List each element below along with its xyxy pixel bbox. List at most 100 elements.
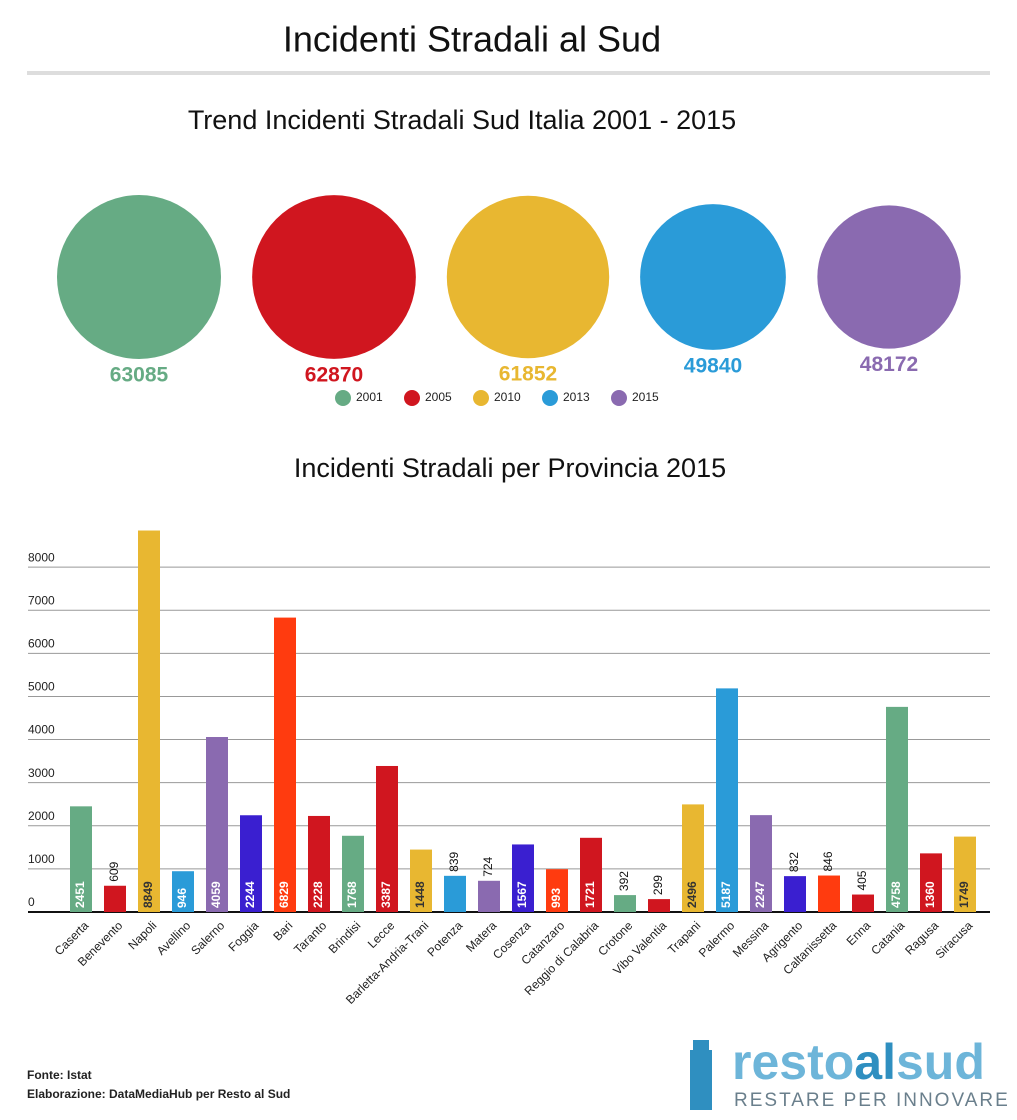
x-tick-label: Bari bbox=[270, 918, 295, 943]
bar-title: Incidenti Stradali per Provincia 2015 bbox=[294, 453, 726, 483]
bar bbox=[478, 880, 500, 912]
bubble bbox=[57, 195, 221, 359]
x-tick-label: Avellino bbox=[154, 918, 194, 958]
x-tick-label: Taranto bbox=[291, 918, 329, 956]
legend-swatch bbox=[473, 390, 489, 406]
legend-label: 2015 bbox=[632, 390, 659, 404]
bar bbox=[614, 895, 636, 912]
value-label: 2247 bbox=[753, 881, 767, 908]
bar bbox=[342, 835, 364, 912]
bar bbox=[784, 876, 806, 912]
bubble-label: 63085 bbox=[110, 364, 169, 387]
lighthouse-top bbox=[693, 1040, 709, 1050]
value-label: 832 bbox=[787, 852, 801, 872]
bar bbox=[750, 815, 772, 912]
x-tick-label: Brindisi bbox=[326, 918, 364, 956]
x-tick-label: Palermo bbox=[696, 918, 738, 960]
bubble bbox=[446, 195, 610, 359]
value-label: 3387 bbox=[379, 881, 393, 908]
bar bbox=[580, 837, 602, 912]
bar bbox=[138, 530, 160, 912]
bar bbox=[920, 853, 942, 912]
title-rule bbox=[27, 71, 990, 75]
value-label: 4059 bbox=[209, 881, 223, 908]
legend-swatch bbox=[404, 390, 420, 406]
bar bbox=[70, 806, 92, 912]
legend-swatch bbox=[542, 390, 558, 406]
value-label: 839 bbox=[447, 851, 461, 871]
logo-part: sud bbox=[896, 1034, 985, 1090]
y-tick-label: 2000 bbox=[28, 809, 55, 823]
y-tick-label: 6000 bbox=[28, 637, 55, 651]
bar bbox=[546, 869, 568, 912]
y-tick-label: 8000 bbox=[28, 550, 55, 564]
bar bbox=[206, 737, 228, 912]
legend-swatch bbox=[335, 390, 351, 406]
value-label: 993 bbox=[549, 888, 563, 908]
x-tick-label: Siracusa bbox=[932, 918, 975, 961]
logo-tagline: RESTARE PER INNOVARE bbox=[734, 1090, 1010, 1111]
page-title: Incidenti Stradali al Sud bbox=[283, 19, 661, 60]
bar bbox=[954, 836, 976, 912]
bar bbox=[172, 871, 194, 912]
bubble-title: Trend Incidenti Stradali Sud Italia 2001… bbox=[188, 105, 736, 135]
bubble-label: 61852 bbox=[499, 363, 557, 386]
value-label: 392 bbox=[617, 871, 631, 891]
bar bbox=[852, 894, 874, 912]
legend-swatch bbox=[611, 390, 627, 406]
logo-part: al bbox=[854, 1034, 896, 1090]
x-tick-label: Catania bbox=[868, 918, 907, 957]
value-label: 5187 bbox=[719, 881, 733, 908]
x-tick-label: Salerno bbox=[188, 918, 227, 957]
value-label: 2496 bbox=[685, 881, 699, 908]
bar bbox=[716, 688, 738, 912]
value-label: 405 bbox=[855, 870, 869, 890]
value-label: 1360 bbox=[923, 881, 937, 908]
bar bbox=[444, 875, 466, 912]
x-tick-label: Potenza bbox=[424, 918, 465, 959]
value-label: 846 bbox=[821, 851, 835, 871]
logo: restoalsud RESTARE PER INNOVARE bbox=[690, 1034, 1010, 1111]
y-tick-label: 0 bbox=[28, 895, 35, 909]
bar bbox=[648, 899, 670, 912]
legend-label: 2005 bbox=[425, 390, 452, 404]
y-tick-label: 3000 bbox=[28, 766, 55, 780]
bar bbox=[274, 617, 296, 912]
bar bbox=[376, 765, 398, 912]
bubble bbox=[640, 204, 786, 350]
value-label: 609 bbox=[107, 861, 121, 881]
bar bbox=[886, 706, 908, 912]
bubble bbox=[817, 205, 961, 349]
value-label: 8849 bbox=[141, 881, 155, 908]
value-label: 1567 bbox=[515, 881, 529, 908]
value-label: 4758 bbox=[889, 881, 903, 908]
y-tick-label: 4000 bbox=[28, 723, 55, 737]
legend-label: 2010 bbox=[494, 390, 521, 404]
value-label: 1749 bbox=[957, 881, 971, 908]
value-label: 724 bbox=[481, 856, 495, 876]
logo-text: restoalsud bbox=[732, 1034, 985, 1090]
value-label: 946 bbox=[175, 888, 189, 908]
x-tick-label: Enna bbox=[844, 918, 874, 948]
bar bbox=[410, 849, 432, 912]
y-tick-label: 1000 bbox=[28, 852, 55, 866]
bar bbox=[682, 804, 704, 912]
bar bbox=[512, 844, 534, 912]
value-label: 1448 bbox=[413, 881, 427, 908]
bar bbox=[818, 875, 840, 912]
bar bbox=[104, 885, 126, 912]
x-tick-label: Foggia bbox=[226, 918, 262, 954]
y-tick-label: 7000 bbox=[28, 593, 55, 607]
y-tick-label: 5000 bbox=[28, 680, 55, 694]
value-label: 299 bbox=[651, 875, 665, 895]
value-label: 6829 bbox=[277, 881, 291, 908]
bar bbox=[308, 815, 330, 912]
bubble bbox=[252, 195, 416, 359]
value-label: 2228 bbox=[311, 881, 325, 908]
legend-label: 2013 bbox=[563, 390, 590, 404]
value-label: 1721 bbox=[583, 881, 597, 908]
source: Fonte: Istat bbox=[27, 1068, 92, 1082]
bubble-label: 48172 bbox=[860, 353, 918, 376]
value-label: 2244 bbox=[243, 881, 257, 908]
